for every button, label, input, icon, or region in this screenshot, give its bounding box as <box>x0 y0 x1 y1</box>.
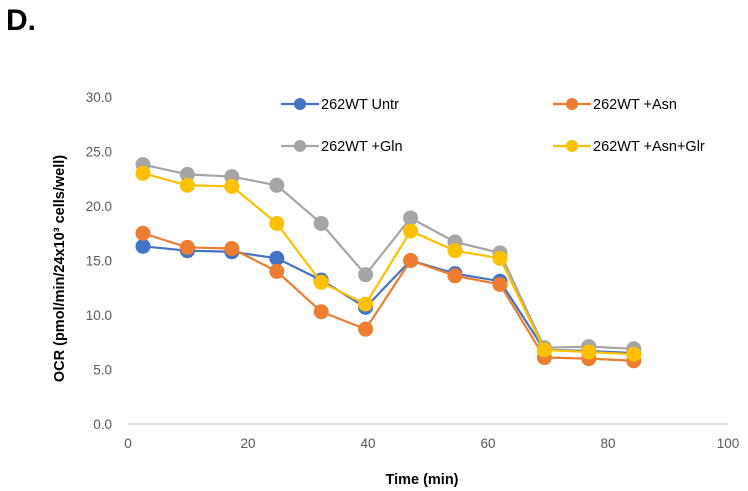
y-tick-label: 0.0 <box>93 417 112 432</box>
data-point <box>135 225 151 241</box>
y-tick-label: 5.0 <box>93 363 112 378</box>
y-tick-label: 30.0 <box>86 90 112 105</box>
data-point <box>269 177 285 193</box>
panel-label: D. <box>6 4 36 37</box>
legend-item: 262WT +Asn+Glr <box>553 139 705 155</box>
y-tick-label: 10.0 <box>86 308 112 323</box>
data-point <box>536 342 552 358</box>
data-point <box>135 165 151 181</box>
data-point <box>492 250 508 266</box>
legend-marker <box>294 140 306 152</box>
legend-marker <box>566 98 578 110</box>
y-axis-title: OCR (pmol/min/24x10³ cells/well) <box>52 155 68 382</box>
data-point <box>447 268 463 284</box>
series-262wt-asn-glr <box>135 165 642 362</box>
data-point <box>313 215 329 231</box>
legend-marker <box>294 98 306 110</box>
data-point <box>403 223 419 239</box>
x-tick-label: 40 <box>360 436 375 451</box>
legend-label: 262WT +Asn+Glr <box>593 139 705 155</box>
legend-marker <box>566 140 578 152</box>
x-tick-label: 60 <box>480 436 495 451</box>
legend-label: 262WT Untr <box>321 97 399 113</box>
data-point <box>179 177 195 193</box>
data-point <box>358 321 374 337</box>
x-tick-label: 80 <box>600 436 615 451</box>
data-point <box>492 276 508 292</box>
legend: 262WT Untr 262WT +Asn 262WT +Gln 262WT +Asn… <box>281 97 705 155</box>
series-262wt-untr <box>135 238 642 361</box>
x-tick-label: 100 <box>717 436 740 451</box>
series-line <box>142 172 634 356</box>
data-point <box>135 238 151 254</box>
data-point <box>358 296 374 312</box>
data-point <box>403 253 419 268</box>
data-point <box>224 241 240 257</box>
y-tick-label: 25.0 <box>86 145 112 160</box>
data-point <box>358 267 374 283</box>
legend-label: 262WT +Gln <box>321 139 403 155</box>
data-point <box>179 239 195 255</box>
legend-item: 262WT +Gln <box>281 139 403 155</box>
data-point <box>403 210 419 226</box>
x-tick-label: 0 <box>124 436 132 451</box>
y-tick-label: 20.0 <box>86 199 112 214</box>
data-point <box>269 215 285 231</box>
data-point <box>224 178 240 194</box>
legend-item: 262WT Untr <box>281 97 399 113</box>
series-layer <box>135 157 642 369</box>
axes: 0.0 5.0 10.0 15.0 20.0 25.0 30.0 0 20 40 60 80 100 <box>86 90 740 451</box>
legend-item: 262WT +Asn <box>553 97 677 113</box>
data-point <box>313 304 329 320</box>
data-point <box>179 166 195 182</box>
data-point <box>313 274 329 290</box>
data-point <box>626 346 642 362</box>
data-point <box>581 344 597 360</box>
x-axis-title: Time (min) <box>385 472 458 488</box>
data-point <box>269 263 285 279</box>
legend-label: 262WT +Asn <box>593 97 677 113</box>
data-point <box>269 250 285 266</box>
x-tick-label: 20 <box>240 436 255 451</box>
data-point <box>447 243 463 259</box>
series-line <box>142 245 634 355</box>
y-tick-label: 15.0 <box>86 254 112 269</box>
series-line <box>142 163 634 350</box>
